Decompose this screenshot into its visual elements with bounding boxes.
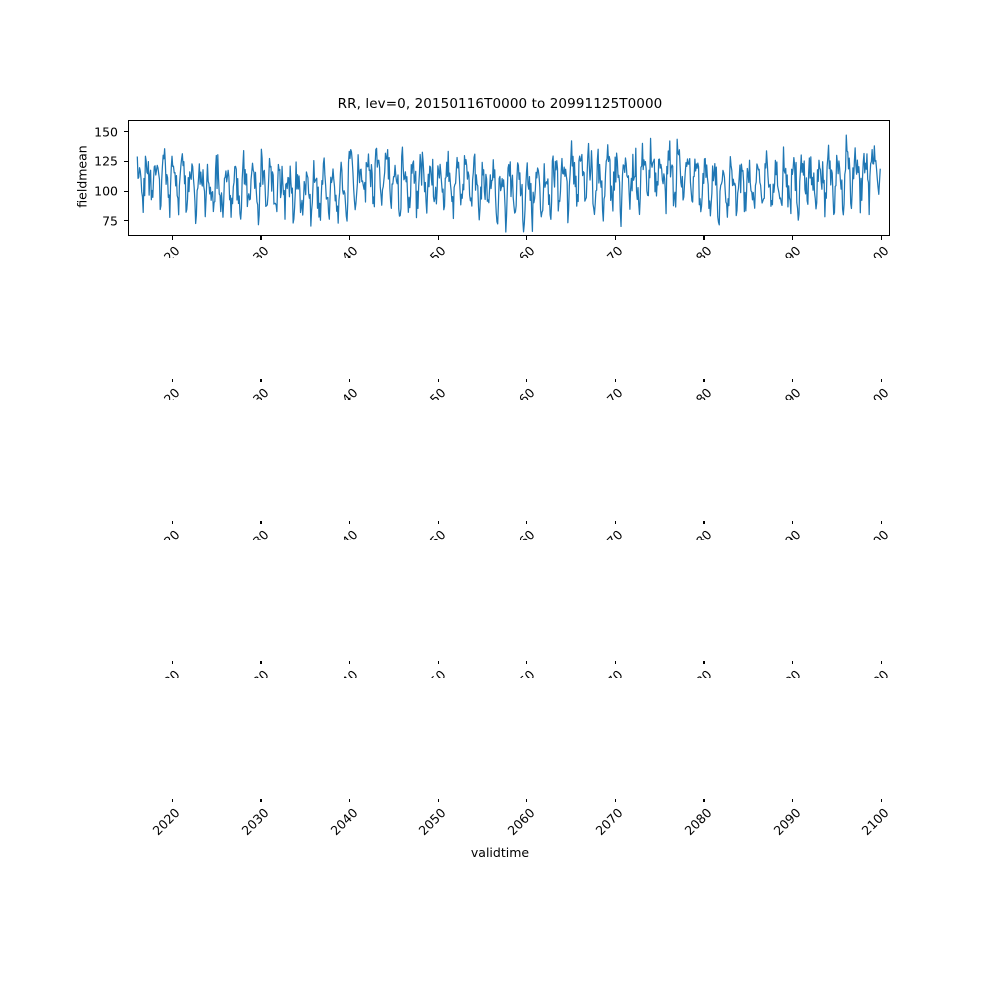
x-tick-mark-fieldmin-2 — [349, 378, 351, 382]
x-tick-mark-nummasked-6 — [703, 660, 705, 664]
x-tick-mark-nummasked-3 — [437, 660, 439, 664]
y-tick-label-fieldmean-1: 100 — [94, 183, 118, 199]
x-tick-mark-nummasked-1 — [260, 660, 262, 664]
y-tick-label-fieldmean-3: 150 — [94, 124, 118, 140]
x-tick-mark-numnan-1 — [260, 798, 262, 802]
x-tick-mark-fieldmin-6 — [703, 378, 705, 382]
panel-mask-0 — [0, 258, 1000, 379]
x-tick-mark-fieldmax-0 — [171, 520, 173, 524]
x-tick-mark-fieldmax-8 — [880, 520, 882, 524]
panel-mask-1 — [0, 400, 1000, 521]
y-tick-mark-fieldmean-3 — [124, 131, 128, 133]
x-tick-mark-fieldmean-2 — [349, 236, 351, 240]
subplot-fieldmean-axes — [128, 120, 890, 236]
x-tick-mark-numnan-5 — [614, 798, 616, 802]
x-tick-mark-numnan-6 — [703, 798, 705, 802]
x-tick-mark-fieldmin-8 — [880, 378, 882, 382]
x-tick-mark-fieldmean-1 — [260, 236, 262, 240]
y-tick-label-fieldmean-2: 125 — [94, 153, 118, 169]
y-tick-mark-fieldmean-1 — [124, 190, 128, 192]
x-tick-mark-fieldmax-7 — [792, 520, 794, 524]
panel-mask-2 — [0, 540, 1000, 661]
x-tick-mark-nummasked-0 — [171, 660, 173, 664]
x-tick-mark-fieldmean-7 — [792, 236, 794, 240]
x-axis-label: validtime — [470, 845, 530, 860]
x-tick-mark-fieldmean-6 — [703, 236, 705, 240]
x-tick-mark-fieldmax-3 — [437, 520, 439, 524]
x-tick-mark-numnan-7 — [792, 798, 794, 802]
x-tick-mark-fieldmean-0 — [171, 236, 173, 240]
y-tick-label-fieldmean-0: 75 — [102, 213, 118, 229]
panel-mask-3 — [0, 678, 1000, 799]
x-tick-mark-numnan-8 — [880, 798, 882, 802]
x-tick-mark-nummasked-5 — [614, 660, 616, 664]
x-tick-mark-numnan-2 — [349, 798, 351, 802]
x-tick-mark-numnan-4 — [526, 798, 528, 802]
x-tick-mark-fieldmin-3 — [437, 378, 439, 382]
x-tick-mark-fieldmax-1 — [260, 520, 262, 524]
x-tick-mark-numnan-0 — [171, 798, 173, 802]
x-tick-mark-fieldmin-5 — [614, 378, 616, 382]
x-tick-mark-nummasked-2 — [349, 660, 351, 664]
x-tick-mark-nummasked-8 — [880, 660, 882, 664]
x-tick-mark-nummasked-4 — [526, 660, 528, 664]
x-tick-mark-fieldmax-6 — [703, 520, 705, 524]
x-tick-mark-nummasked-7 — [792, 660, 794, 664]
y-tick-mark-fieldmean-2 — [124, 160, 128, 163]
x-tick-mark-fieldmean-8 — [880, 236, 882, 240]
y-tick-mark-fieldmean-0 — [124, 220, 128, 222]
x-tick-mark-fieldmean-4 — [526, 236, 528, 240]
x-tick-mark-fieldmin-4 — [526, 378, 528, 382]
figure-title: RR, lev=0, 20150116T0000 to 20991125T000… — [337, 96, 663, 112]
x-tick-mark-fieldmax-5 — [614, 520, 616, 524]
x-tick-mark-fieldmax-4 — [526, 520, 528, 524]
x-tick-mark-fieldmin-7 — [792, 378, 794, 382]
x-tick-mark-fieldmin-1 — [260, 378, 262, 382]
x-tick-mark-fieldmean-3 — [437, 236, 439, 240]
x-tick-mark-fieldmax-2 — [349, 520, 351, 524]
x-tick-mark-numnan-3 — [437, 798, 439, 802]
x-tick-mark-fieldmean-5 — [614, 236, 616, 240]
x-tick-mark-fieldmin-0 — [171, 378, 173, 382]
